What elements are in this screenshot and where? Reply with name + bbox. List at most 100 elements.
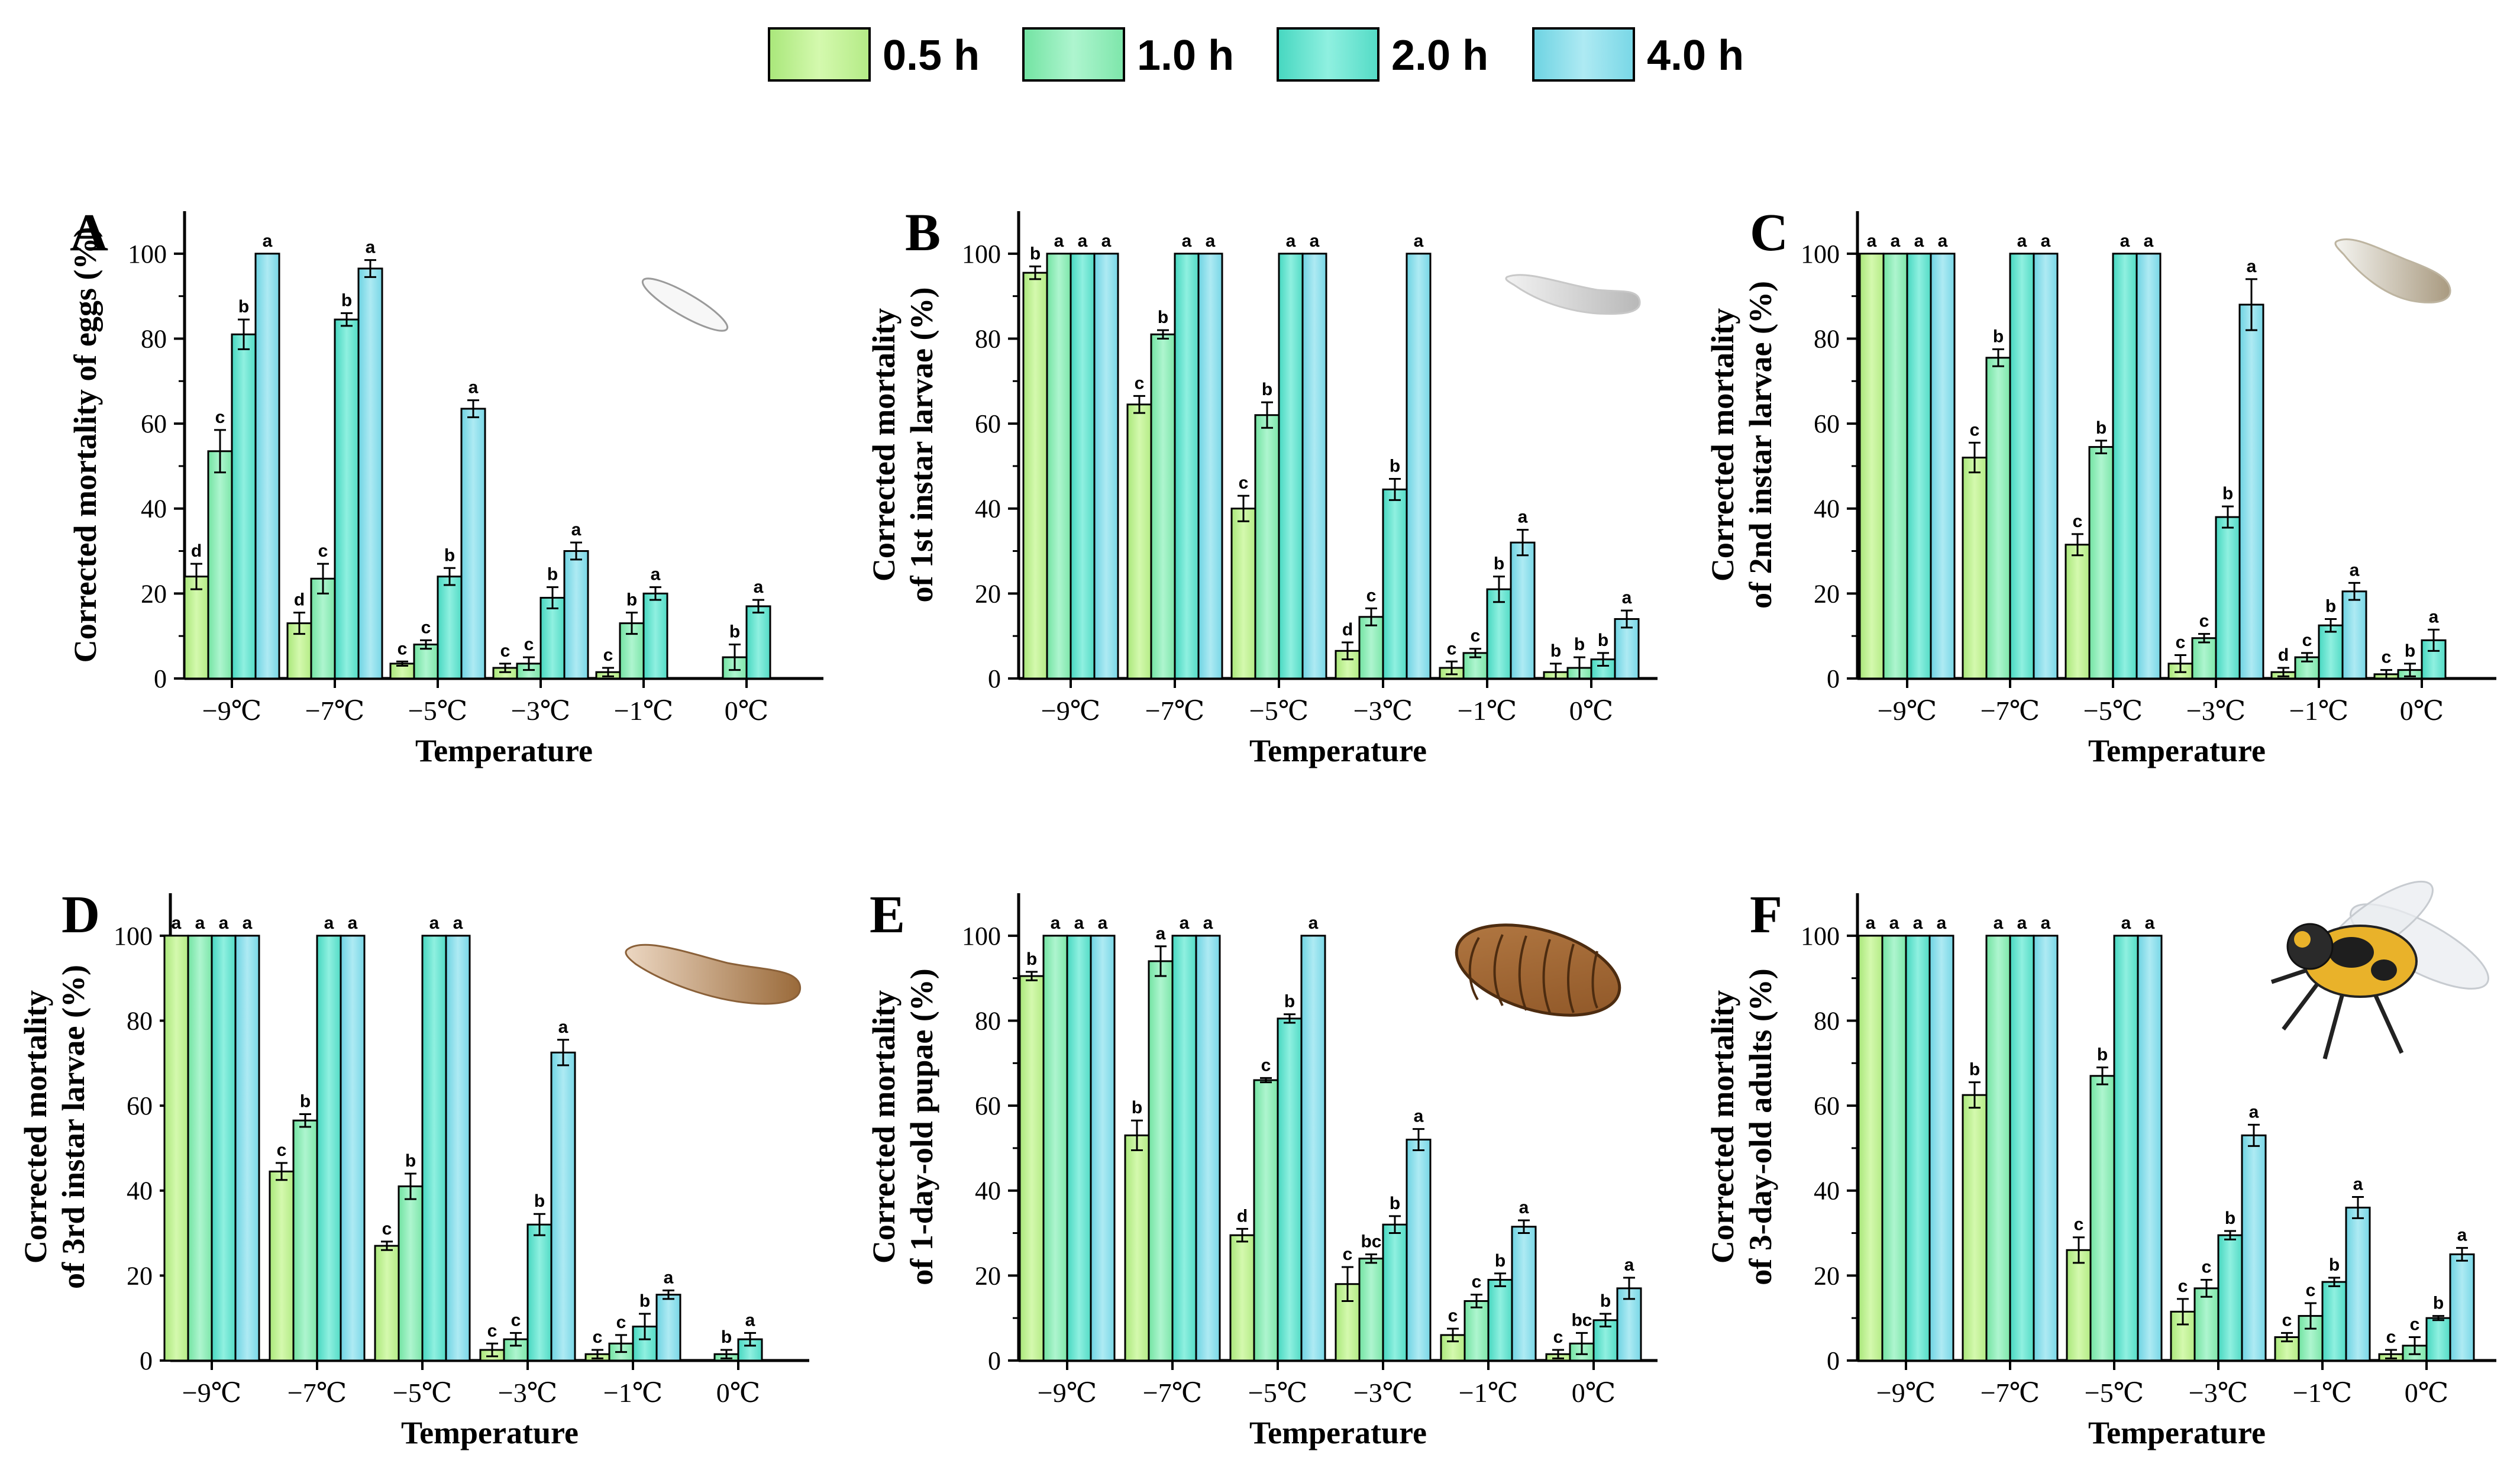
bar-4p0h bbox=[2341, 590, 2367, 680]
bar-1p0h bbox=[1358, 616, 1384, 680]
significance-letter: a bbox=[263, 231, 273, 251]
bar-1p0h bbox=[1042, 935, 1068, 1362]
bar-1p0h bbox=[2089, 1075, 2115, 1362]
y-tick-label: 60 bbox=[141, 409, 167, 438]
significance-letter: c bbox=[1448, 1306, 1458, 1326]
y-tick-label: 100 bbox=[1801, 922, 1840, 951]
bar-2p0h bbox=[421, 935, 447, 1362]
bar-2p0h bbox=[211, 935, 237, 1362]
bar-4p0h bbox=[1093, 253, 1119, 680]
bar-0p5h bbox=[269, 1170, 295, 1362]
panel-d: D 0 20 40 60 80 100 Corrected mortality of 3rd i… bbox=[18, 886, 809, 1450]
significance-letter: c bbox=[1553, 1327, 1563, 1347]
significance-letter: c bbox=[277, 1140, 287, 1160]
significance-letter: c bbox=[398, 639, 408, 658]
bar-0p5h bbox=[163, 935, 189, 1362]
y-tick-label: 20 bbox=[975, 579, 1001, 608]
bar-1p0h bbox=[187, 935, 213, 1362]
significance-letter: bc bbox=[1361, 1232, 1381, 1251]
category-label: −7℃ bbox=[305, 696, 364, 726]
bar-4p0h bbox=[254, 253, 280, 680]
significance-letter: c bbox=[2302, 631, 2312, 650]
significance-letter: b bbox=[2405, 641, 2415, 661]
y-axis-title-line-2: of 3rd instar larvae (%) bbox=[56, 965, 91, 1289]
significance-letter: c bbox=[511, 1310, 521, 1330]
bar-4p0h bbox=[1511, 1226, 1537, 1362]
y-axis-title-line-1: Corrected mortality bbox=[866, 990, 902, 1264]
significance-letter: a bbox=[2350, 560, 2360, 580]
bar-0p5h bbox=[2065, 544, 2091, 680]
y-axis-title-line-2: of 1-day-old pupae (%) bbox=[904, 968, 939, 1285]
significance-letter: a bbox=[243, 913, 253, 933]
y-tick-label: 80 bbox=[975, 1006, 1001, 1035]
bar-1p0h bbox=[1254, 414, 1280, 680]
bar-0p5h bbox=[1019, 975, 1045, 1362]
y-tick-label: 40 bbox=[141, 495, 167, 524]
bar-4p0h bbox=[1616, 1287, 1642, 1362]
significance-letter: b bbox=[534, 1191, 545, 1211]
significance-letter: a bbox=[1867, 231, 1877, 251]
bar-2p0h bbox=[2009, 253, 2035, 680]
bar-2p0h bbox=[1070, 253, 1096, 680]
significance-letter: a bbox=[664, 1268, 674, 1288]
bar-1p0h bbox=[1358, 1258, 1384, 1362]
bar-4p0h bbox=[2238, 303, 2264, 680]
panel-f: F 0 20 40 60 80 100 Corrected mortality of 3-day… bbox=[1705, 886, 2496, 1450]
significance-letter: c bbox=[1261, 1055, 1271, 1075]
bar-0p5h bbox=[1962, 1094, 1988, 1362]
significance-letter: a bbox=[469, 378, 479, 398]
significance-letter: b bbox=[1284, 992, 1295, 1012]
panel-letter: A bbox=[70, 203, 108, 262]
category-label: −9℃ bbox=[1041, 696, 1100, 726]
x-axis-title: Temperature bbox=[1249, 733, 1427, 768]
bar-2p0h bbox=[231, 333, 257, 680]
legend-label-2.0h: 2.0 h bbox=[1391, 32, 1488, 79]
significance-letter: b bbox=[626, 590, 637, 610]
bar-4p0h bbox=[460, 408, 486, 680]
y-tick-label: 20 bbox=[127, 1261, 153, 1290]
significance-letter: c bbox=[2382, 648, 2392, 667]
significance-letter: a bbox=[2247, 257, 2257, 276]
y-tick-label: 60 bbox=[1814, 409, 1840, 438]
significance-letter: a bbox=[2145, 913, 2155, 933]
x-axis-title: Temperature bbox=[1249, 1415, 1427, 1450]
significance-letter: b bbox=[1390, 456, 1400, 476]
bar-2p0h bbox=[1066, 935, 1092, 1362]
y-tick-label: 80 bbox=[975, 324, 1001, 353]
bar-2p0h bbox=[2009, 935, 2035, 1362]
significance-letter: b bbox=[1026, 949, 1037, 969]
bar-2p0h bbox=[2425, 1317, 2451, 1362]
significance-letter: a bbox=[1414, 1107, 1424, 1126]
bar-0p5h bbox=[1124, 1134, 1150, 1362]
bar-4p0h bbox=[1930, 253, 1956, 680]
category-label: 0℃ bbox=[2400, 696, 2444, 726]
significance-letter: a bbox=[1889, 913, 1899, 933]
bar-2p0h bbox=[437, 576, 463, 680]
y-axis-title: Corrected mortality of eggs (%) bbox=[67, 227, 103, 663]
y-axis-title-line-1: Corrected mortality bbox=[18, 990, 53, 1264]
bar-1p0h bbox=[1046, 253, 1072, 680]
significance-letter: a bbox=[1624, 1255, 1634, 1275]
y-axis-title-line-2: of 1st instar larvae (%) bbox=[904, 287, 939, 603]
legend-item-0.5h: 0.5 h bbox=[768, 27, 980, 82]
significance-letter: a bbox=[2457, 1226, 2467, 1245]
category-label: −1℃ bbox=[614, 696, 673, 726]
panel-letter: D bbox=[62, 886, 100, 944]
category-label: −1℃ bbox=[2289, 696, 2348, 726]
significance-letter: b bbox=[1993, 327, 2004, 346]
category-label: 0℃ bbox=[2405, 1378, 2448, 1408]
bar-2p0h bbox=[1487, 1279, 1513, 1362]
significance-letter: a bbox=[1078, 231, 1088, 251]
bar-4p0h bbox=[1406, 253, 1432, 680]
y-axis-title-line-2: of 3-day-old adults (%) bbox=[1743, 968, 1778, 1285]
bar-4p0h bbox=[563, 550, 589, 680]
significance-letter: b bbox=[639, 1291, 650, 1311]
bar-1p0h bbox=[1882, 253, 1908, 680]
y-tick-label: 60 bbox=[975, 409, 1001, 438]
significance-letter: a bbox=[1891, 231, 1901, 251]
category-label: −1℃ bbox=[2293, 1378, 2352, 1408]
significance-letter: a bbox=[1914, 231, 1924, 251]
bar-1p0h bbox=[1463, 1300, 1490, 1362]
category-label: −9℃ bbox=[202, 696, 261, 726]
bar-4p0h bbox=[550, 1051, 576, 1362]
